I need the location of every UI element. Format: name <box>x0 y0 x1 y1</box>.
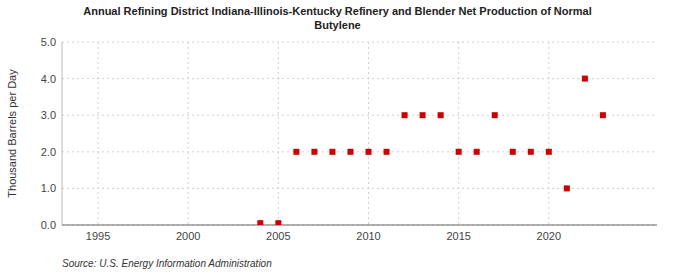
y-grid-line <box>62 42 657 43</box>
points <box>257 76 606 225</box>
x-grid-line <box>278 42 279 225</box>
point <box>347 149 353 155</box>
y-tick-label: 4.0 <box>41 73 56 85</box>
point <box>275 220 281 225</box>
point <box>564 185 570 191</box>
x-grid-line <box>98 42 99 225</box>
grid <box>62 42 657 225</box>
x-tick-label: 2010 <box>356 230 380 242</box>
y-grid-line <box>62 78 657 79</box>
point <box>384 149 390 155</box>
x-tick-label: 2015 <box>446 230 470 242</box>
y-tick-label: 0.0 <box>41 219 56 231</box>
y-tick-label: 3.0 <box>41 109 56 121</box>
x-axis-line <box>62 225 657 226</box>
point <box>456 149 462 155</box>
point <box>366 149 372 155</box>
point <box>510 149 516 155</box>
x-tick-label: 2020 <box>537 230 561 242</box>
y-axis-label: Thousand Barrels per Day <box>6 69 18 198</box>
x-tick-label: 1995 <box>86 230 110 242</box>
point <box>528 149 534 155</box>
point <box>582 76 588 82</box>
x-tick-label: 2005 <box>266 230 290 242</box>
x-grid-line <box>548 42 549 225</box>
x-tick-label: 2000 <box>176 230 200 242</box>
point <box>438 112 444 118</box>
point <box>546 149 552 155</box>
source: Source: U.S. Energy Information Administ… <box>62 258 272 269</box>
title-line: Butylene <box>314 19 360 31</box>
y-grid-line <box>62 115 657 116</box>
y-axis-line <box>62 42 63 225</box>
y-grid-line <box>62 225 657 226</box>
y-tick-label: 5.0 <box>41 36 56 48</box>
point <box>492 112 498 118</box>
point <box>474 149 480 155</box>
point <box>293 149 299 155</box>
x-grid-line <box>458 42 459 225</box>
point <box>600 112 606 118</box>
y-grid-line <box>62 151 657 152</box>
point <box>311 149 317 155</box>
y-tick-label: 2.0 <box>41 146 56 158</box>
point <box>257 220 263 225</box>
title: Annual Refining District Indiana-Illinoi… <box>83 5 592 31</box>
chart: Annual Refining District Indiana-Illinoi… <box>0 0 675 275</box>
x-grid-line <box>188 42 189 225</box>
point <box>402 112 408 118</box>
title-line: Annual Refining District Indiana-Illinoi… <box>83 5 592 17</box>
x-grid-line <box>368 42 369 225</box>
point <box>420 112 426 118</box>
y-tick-label: 1.0 <box>41 182 56 194</box>
point <box>329 149 335 155</box>
